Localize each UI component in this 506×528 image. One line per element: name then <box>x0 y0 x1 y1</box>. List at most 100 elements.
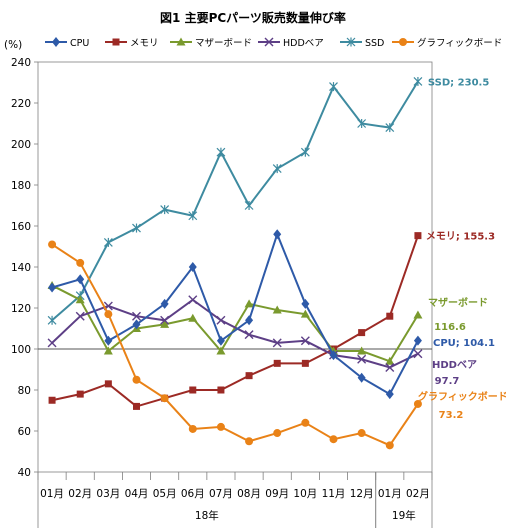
data-point <box>132 311 141 321</box>
data-point <box>244 299 254 308</box>
y-tick-label: 240 <box>11 57 31 69</box>
marker-stroke <box>160 315 170 325</box>
data-point <box>188 313 198 322</box>
data-point <box>244 330 254 340</box>
data-point <box>48 396 56 404</box>
data-point <box>300 336 310 346</box>
year-label: 18年 <box>195 509 219 522</box>
legend-label: グラフィックボード <box>417 37 502 49</box>
y-tick-label: 120 <box>11 303 31 315</box>
x-tick-label: 10月 <box>293 488 317 500</box>
marker-stroke <box>300 336 310 346</box>
series-group <box>48 240 422 450</box>
series-end-label: メモリ; 155.3 <box>426 231 495 243</box>
data-point <box>413 335 422 346</box>
data-point <box>216 335 225 346</box>
legend-item: グラフィックボード <box>392 37 502 49</box>
data-point <box>300 147 310 157</box>
legend-marker <box>176 37 186 46</box>
data-point <box>273 429 282 438</box>
data-point <box>76 390 84 398</box>
data-point <box>385 362 395 372</box>
data-point <box>413 399 422 408</box>
data-point <box>385 356 395 365</box>
data-point <box>385 389 394 400</box>
data-point <box>244 201 254 210</box>
data-point <box>48 282 57 293</box>
series-group <box>47 280 423 365</box>
y-tick-label: 140 <box>11 262 31 274</box>
data-point <box>132 223 141 233</box>
data-point <box>103 237 113 247</box>
legend-item: マザーボード <box>170 37 252 49</box>
data-point <box>385 123 395 133</box>
legend-label: マザーボード <box>195 38 252 49</box>
data-point <box>75 295 85 304</box>
data-point <box>47 315 57 325</box>
year-label: 19年 <box>392 509 416 522</box>
data-point <box>189 386 197 394</box>
data-point <box>301 298 310 309</box>
series-end-label: 116.6 <box>434 322 466 333</box>
data-point <box>188 211 198 221</box>
data-point <box>160 298 169 309</box>
data-point <box>75 311 85 321</box>
data-point <box>132 319 141 330</box>
data-point <box>76 258 85 267</box>
data-point <box>104 380 112 388</box>
marker-stroke <box>216 315 226 325</box>
end-labels: SSD; 230.5 メモリ; 155.3 マザーボード 116.6 CPU; 104.… <box>418 77 506 421</box>
series-end-label: マザーボード <box>428 296 488 309</box>
legend-marker <box>52 37 60 47</box>
data-point <box>329 82 338 92</box>
y-tick-label: 200 <box>11 139 31 151</box>
marker-stroke <box>244 330 254 340</box>
data-point <box>301 359 309 367</box>
legend-label: CPU <box>70 38 89 49</box>
x-tick-label: 01月 <box>40 488 64 500</box>
data-point <box>188 424 197 433</box>
data-point <box>160 394 169 403</box>
data-point <box>357 346 367 355</box>
data-point <box>103 346 113 355</box>
data-point <box>300 309 310 318</box>
y-tick-label: 180 <box>11 180 31 192</box>
data-point <box>48 240 57 249</box>
data-point <box>329 350 338 361</box>
x-tick-label: 11月 <box>322 488 346 500</box>
data-point <box>357 119 367 128</box>
series-line <box>51 243 419 447</box>
series-end-label: 97.7 <box>435 376 460 387</box>
x-tick-label: 06月 <box>181 488 205 500</box>
data-point <box>357 429 366 438</box>
series-end-label: グラフィックボード <box>418 390 506 403</box>
legend-label: HDDベア <box>283 38 324 49</box>
data-point <box>385 441 394 450</box>
legend-marker <box>112 38 120 46</box>
legend-item: CPU <box>45 37 89 49</box>
x-tick-label: 01月 <box>378 488 402 500</box>
data-point <box>272 338 282 348</box>
x-tick-label: 09月 <box>265 488 289 500</box>
data-point <box>216 422 225 431</box>
data-point <box>104 310 113 319</box>
y-tick-label: 100 <box>11 344 31 356</box>
x-tick-label: 12月 <box>350 488 374 500</box>
data-point <box>273 229 282 240</box>
data-point <box>245 437 254 446</box>
plot-frame <box>37 61 433 473</box>
legend-item: SSD <box>340 37 384 49</box>
legend: CPU メモリ マザーボード HDDベア SSD グラフィックボード <box>45 37 502 49</box>
x-tick-label: 08月 <box>237 488 261 500</box>
legend-label: SSD <box>365 38 384 49</box>
series-group <box>47 76 423 325</box>
data-point <box>357 372 366 383</box>
series-line <box>51 80 419 322</box>
y-tick-label: 80 <box>18 385 31 397</box>
data-point <box>217 386 225 394</box>
data-point <box>358 329 366 337</box>
data-point <box>160 205 170 215</box>
series-line <box>51 298 419 369</box>
series-layer <box>47 76 423 450</box>
data-point <box>413 76 423 86</box>
